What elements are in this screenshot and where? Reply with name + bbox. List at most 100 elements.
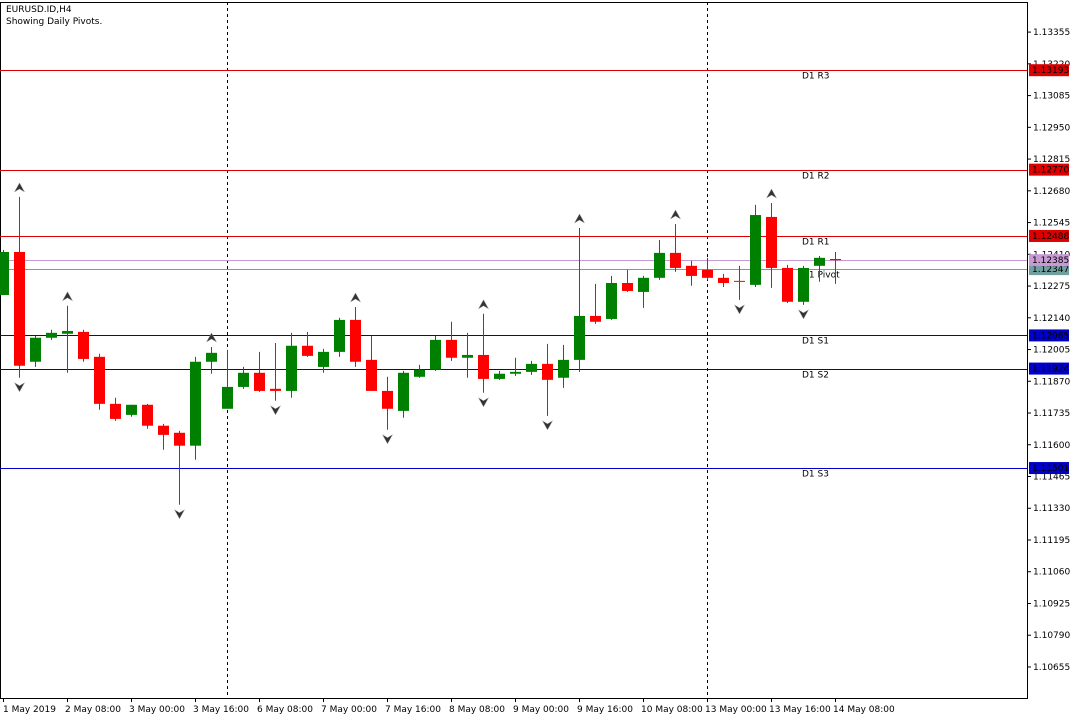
candle-body xyxy=(830,259,841,261)
candle-body xyxy=(766,216,777,268)
candle-body xyxy=(78,331,89,359)
candle-body xyxy=(142,404,153,426)
candle-body xyxy=(654,252,665,278)
candle-body xyxy=(302,345,313,356)
candle-body xyxy=(638,277,649,292)
x-tick-label: 7 May 00:00 xyxy=(321,705,377,715)
chart-title: EURUSD.ID,H4 xyxy=(6,5,72,15)
candle-body xyxy=(814,257,825,266)
pivot-price-box xyxy=(1029,64,1069,77)
candle-body xyxy=(270,388,281,391)
candle-body xyxy=(382,390,393,409)
y-tick-label: 1.11195 xyxy=(1033,536,1070,546)
fractal-down xyxy=(733,304,746,315)
candle-body xyxy=(350,319,361,362)
candle-body xyxy=(798,267,809,302)
candle-body xyxy=(622,282,633,291)
y-tick-label: 1.12815 xyxy=(1033,155,1070,165)
pivot-name: D1 R3 xyxy=(802,72,830,82)
candle-body xyxy=(14,251,25,366)
candle-body xyxy=(334,319,345,352)
pivot-name: D1 S3 xyxy=(802,470,829,480)
candle-body xyxy=(702,269,713,278)
y-tick-label: 1.10925 xyxy=(1033,599,1070,609)
candle-body xyxy=(238,372,249,387)
candle-body xyxy=(0,251,9,295)
plot-frame xyxy=(0,2,1028,699)
pivot-price-label: 1.12770 xyxy=(1032,166,1069,176)
candle-body xyxy=(478,354,489,379)
candle-body xyxy=(462,354,473,358)
pivot-name: D1 R1 xyxy=(802,238,830,248)
candle-body xyxy=(254,372,265,391)
candle-body xyxy=(222,386,233,409)
fractal-up xyxy=(477,299,490,310)
x-tick-label: 6 May 08:00 xyxy=(257,705,313,715)
candle-body xyxy=(30,337,41,362)
fractal-up xyxy=(61,291,74,302)
candle-body xyxy=(366,359,377,391)
candle-body xyxy=(574,315,585,360)
pivot-price-label: 1.13193 xyxy=(1032,66,1069,76)
candle-body xyxy=(686,265,697,276)
fractal-down xyxy=(13,382,26,393)
fractal-up xyxy=(669,209,682,220)
pivot-name: D1 Pivot xyxy=(802,271,840,281)
pivot-price-box xyxy=(1029,462,1069,475)
bid-price-box xyxy=(1029,254,1069,267)
y-tick-label: 1.11870 xyxy=(1033,377,1070,387)
pivot-price-label: 1.11924 xyxy=(1032,365,1069,375)
y-tick-label: 1.11600 xyxy=(1033,441,1070,451)
y-tick-label: 1.11735 xyxy=(1033,409,1070,419)
y-tick-label: 1.12140 xyxy=(1033,314,1070,324)
x-tick-label: 3 May 00:00 xyxy=(129,705,185,715)
candle-body xyxy=(782,267,793,302)
bid-price-label: 1.12385 xyxy=(1032,256,1069,266)
candle-body xyxy=(318,351,329,367)
x-tick-label: 3 May 16:00 xyxy=(193,705,249,715)
pivot-name: D1 R2 xyxy=(802,172,830,182)
candle-body xyxy=(94,356,105,404)
fractal-down xyxy=(477,397,490,408)
candle-body xyxy=(430,339,441,370)
y-tick-label: 1.10655 xyxy=(1033,663,1070,673)
x-tick-label: 7 May 16:00 xyxy=(385,705,441,715)
candle-body xyxy=(190,361,201,446)
chart-subtitle: Showing Daily Pivots. xyxy=(6,17,102,27)
x-tick-label: 13 May 16:00 xyxy=(769,705,831,715)
fractal-up xyxy=(765,188,778,199)
x-tick-label: 9 May 16:00 xyxy=(577,705,633,715)
y-tick-label: 1.11330 xyxy=(1033,504,1070,514)
x-tick-label: 14 May 08:00 xyxy=(833,705,895,715)
candle-body xyxy=(414,369,425,377)
pivot-name: D1 S1 xyxy=(802,337,829,347)
fractal-up xyxy=(205,332,218,343)
y-tick-label: 1.12275 xyxy=(1033,282,1070,292)
candle-body xyxy=(286,345,297,391)
y-tick-label: 1.12950 xyxy=(1033,123,1070,133)
candle-body xyxy=(110,403,121,419)
pivot-name: D1 S2 xyxy=(802,371,829,381)
candle-body xyxy=(542,363,553,380)
y-tick-label: 1.11060 xyxy=(1033,568,1070,578)
x-tick-label: 1 May 2019 xyxy=(3,705,56,715)
candle-body xyxy=(526,363,537,372)
candle-body xyxy=(590,315,601,322)
x-tick-label: 8 May 08:00 xyxy=(449,705,505,715)
candle-body xyxy=(606,282,617,319)
y-tick-label: 1.13085 xyxy=(1033,92,1070,102)
candle-body xyxy=(734,280,745,282)
pivot-price-label: 1.12488 xyxy=(1032,232,1069,242)
y-tick-label: 1.12680 xyxy=(1033,187,1070,197)
fractal-up xyxy=(573,213,586,224)
fractal-down xyxy=(541,420,554,431)
candle-body xyxy=(494,373,505,379)
pivot-price-box xyxy=(1029,329,1069,342)
candle-body xyxy=(670,252,681,268)
pivot-price-box xyxy=(1029,163,1069,176)
candle-body xyxy=(206,352,217,362)
y-tick-label: 1.12005 xyxy=(1033,346,1070,356)
y-tick-label: 1.10790 xyxy=(1033,631,1070,641)
